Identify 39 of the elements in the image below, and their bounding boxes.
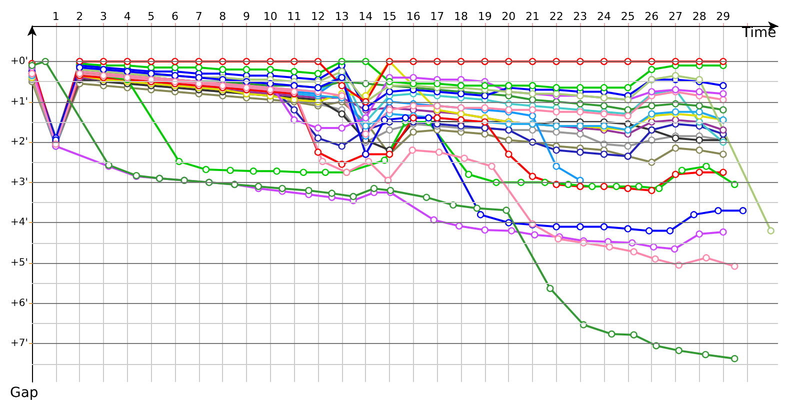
- y-tick-label: +7': [10, 338, 28, 350]
- x-tick-label: 7: [195, 10, 202, 23]
- x-tick-label: 24: [597, 10, 612, 23]
- x-tick-label: 8: [219, 10, 226, 23]
- x-tick-label: 10: [263, 10, 278, 23]
- x-tick-label: 25: [620, 10, 635, 23]
- x-tick-label: 9: [243, 10, 250, 23]
- x-tick-label: 29: [716, 10, 730, 23]
- x-tick-label: 22: [549, 10, 564, 23]
- x-axis-title: Time: [741, 25, 776, 41]
- x-tick-label: 12: [311, 10, 326, 23]
- y-tick-label: +3': [10, 176, 28, 188]
- x-tick-label: 13: [334, 10, 349, 23]
- y-tick-label: +2': [10, 136, 28, 148]
- y-tick-label: +4': [10, 217, 28, 228]
- x-tick-label: 5: [148, 10, 155, 23]
- x-tick-label: 18: [454, 10, 468, 23]
- y-tick-label: +1': [10, 96, 28, 108]
- x-tick-label: 4: [124, 10, 131, 23]
- y-tick-label: +0': [10, 56, 28, 67]
- x-tick-label: 14: [358, 10, 373, 23]
- x-tick-label: 19: [478, 10, 492, 23]
- x-tick-label: 27: [668, 10, 683, 23]
- x-tick-label: 2: [76, 10, 84, 23]
- x-tick-label: 21: [526, 10, 540, 23]
- x-tick-label: 11: [287, 10, 302, 23]
- x-tick-label: 3: [100, 10, 107, 23]
- x-tick-label: 28: [692, 10, 706, 23]
- y-axis-title: Gap: [10, 385, 38, 400]
- x-tick-label: 16: [406, 10, 420, 23]
- x-tick-label: 20: [502, 10, 516, 23]
- x-tick-label: 23: [573, 10, 588, 23]
- x-tick-label: 1: [52, 10, 60, 23]
- x-tick-label: 17: [430, 10, 444, 23]
- x-tick-label: 15: [382, 10, 397, 23]
- y-tick-label: +6': [10, 298, 28, 309]
- x-tick-label: 26: [644, 10, 659, 23]
- x-tick-label: 6: [172, 10, 179, 23]
- y-tick-label: +5': [10, 258, 28, 269]
